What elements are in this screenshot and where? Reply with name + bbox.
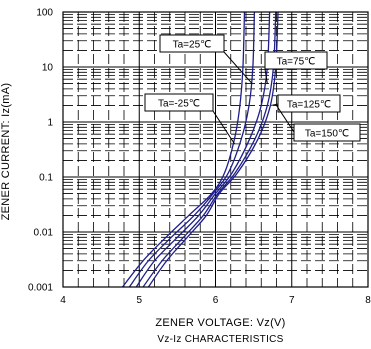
callout-label: Ta=-25℃ [158,99,200,110]
series-line-0 [121,11,246,288]
y-tick-label: 100 [36,8,53,19]
callout-box [264,51,328,70]
callout-0: Ta=25℃ [159,34,253,84]
callout-label: Ta=125℃ [287,100,331,111]
callout-2: Ta=-25℃ [144,93,235,145]
series-line-3 [142,11,277,288]
callout-leader [271,103,279,106]
y-axis-title: ZENER CURRENT: Iz(mA) [0,83,12,221]
x-tick-label: 8 [365,295,371,306]
callout-box [159,34,225,53]
callout-4: Ta=150℃ [276,105,361,142]
callout-box [293,123,361,142]
x-tick-label: 7 [289,295,295,306]
x-tick-label: 4 [60,295,66,306]
callout-leader [212,110,235,145]
callout-box [144,93,214,112]
tick-labels: 4 5 6 7 8 100 10 1 0.1 0.01 0.001 [28,8,371,307]
callout-1: Ta=75℃ [264,51,328,84]
series-line-4 [147,11,279,288]
series-line-2 [135,11,271,288]
y-tick-label: 1 [47,118,53,129]
x-tick-label: 6 [213,295,219,306]
callout-label: Ta=150℃ [305,129,349,140]
y-tick-label: 0.1 [39,173,53,184]
series-line-1 [128,11,256,288]
curve-series [121,11,279,288]
callout-leader [264,68,268,84]
callout-3: Ta=125℃ [271,94,341,113]
x-tick-label: 5 [136,295,142,306]
y-tick-label: 10 [42,63,54,74]
y-tick-label: 0.001 [28,283,53,294]
callout-box [277,94,341,113]
y-tick-label: 0.01 [34,228,54,239]
chart-caption: Vz-Iz CHARACTERISTICS [157,334,283,345]
plot-frame [62,11,369,288]
curve-callouts: Ta=25℃ Ta=75℃ Ta=-25℃ Ta=125℃ Ta=150℃ [144,34,361,145]
callout-leader [276,105,295,133]
callout-label: Ta=25℃ [173,40,212,51]
callout-label: Ta=75℃ [277,57,316,68]
x-axis-title: ZENER VOLTAGE: Vz(V) [155,317,285,329]
callout-leader [223,51,253,84]
